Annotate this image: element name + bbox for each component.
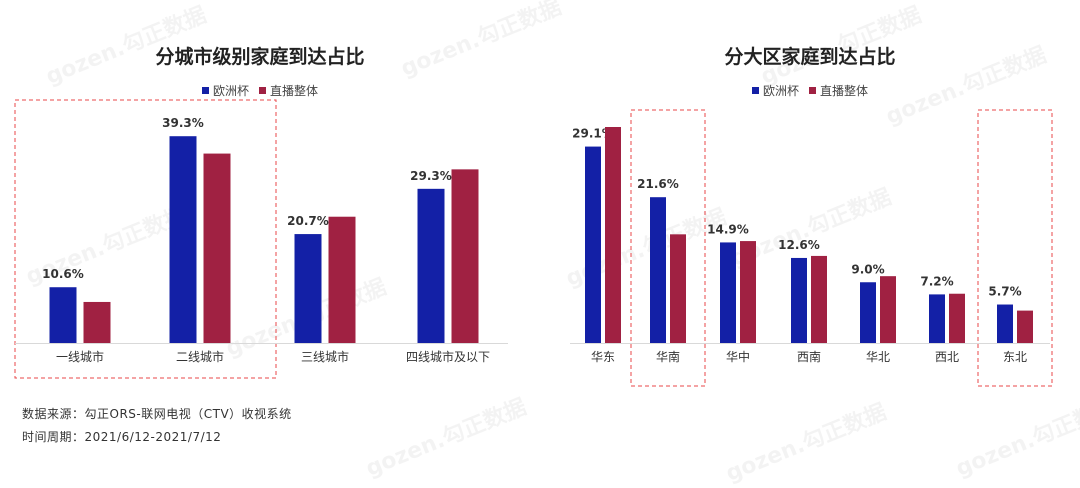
data-label: 7.2% bbox=[920, 274, 953, 288]
bar-live-overall bbox=[605, 127, 621, 343]
legend-swatch-euro-cup bbox=[751, 87, 759, 94]
data-label: 5.7% bbox=[988, 285, 1021, 299]
city-tier-legend: 欧洲杯 直播整体 bbox=[110, 82, 410, 99]
data-label: 29.1% bbox=[572, 127, 614, 141]
x-tick-label: 东北 bbox=[1003, 350, 1027, 364]
bar-euro-cup bbox=[720, 242, 736, 343]
data-label: 14.9% bbox=[707, 222, 749, 236]
bar-live-overall bbox=[880, 276, 896, 343]
bar-euro-cup bbox=[650, 197, 666, 343]
x-tick-label: 华东 bbox=[591, 350, 615, 364]
x-tick-label: 西北 bbox=[935, 350, 959, 364]
bar-live-overall bbox=[451, 169, 479, 343]
bar-euro-cup bbox=[169, 136, 197, 343]
bar-euro-cup bbox=[997, 304, 1013, 343]
x-tick-label: 西南 bbox=[797, 349, 821, 364]
data-label: 20.7% bbox=[287, 214, 329, 228]
data-label: 12.6% bbox=[778, 238, 820, 252]
data-label: 29.3% bbox=[410, 169, 452, 183]
bar-euro-cup bbox=[929, 294, 945, 343]
x-tick-label: 华中 bbox=[726, 349, 750, 364]
data-label: 10.6% bbox=[42, 267, 84, 281]
legend-swatch-euro-cup bbox=[201, 87, 209, 94]
data-label: 9.0% bbox=[851, 262, 884, 276]
bar-live-overall bbox=[670, 234, 686, 343]
city-tier-chart-title: 分城市级别家庭到达占比 bbox=[155, 46, 365, 68]
bar-live-overall bbox=[740, 241, 756, 343]
bar-euro-cup bbox=[791, 257, 807, 343]
legend-item-euro-cup: 欧洲杯 bbox=[201, 82, 249, 99]
legend-label-euro-cup: 欧洲杯 bbox=[762, 84, 799, 98]
bar-euro-cup bbox=[585, 146, 601, 343]
bar-euro-cup bbox=[294, 234, 322, 343]
bar-euro-cup bbox=[860, 282, 876, 343]
legend-item-euro-cup: 欧洲杯 bbox=[751, 82, 799, 99]
bar-euro-cup bbox=[417, 188, 445, 343]
legend-label-live-overall: 直播整体 bbox=[820, 84, 869, 98]
x-tick-label: 一线城市 bbox=[56, 349, 104, 364]
x-tick-label: 四线城市及以下 bbox=[406, 349, 490, 364]
legend-item-live-overall: 直播整体 bbox=[259, 82, 318, 99]
x-tick-label: 三线城市 bbox=[301, 349, 349, 364]
x-tick-label: 华北 bbox=[866, 350, 890, 364]
bar-live-overall bbox=[811, 255, 827, 343]
legend-swatch-live-overall bbox=[259, 87, 266, 94]
time-period-note: 时间周期：2021/6/12-2021/7/12 bbox=[22, 430, 222, 444]
bar-live-overall bbox=[203, 153, 231, 343]
bar-live-overall bbox=[83, 301, 111, 343]
x-tick-label: 华南 bbox=[656, 349, 680, 364]
region-chart-title: 分大区家庭到达占比 bbox=[724, 46, 896, 68]
bar-live-overall bbox=[949, 293, 965, 343]
highlight-box bbox=[630, 109, 706, 387]
bar-charts: 10.6% 一线城市 39.3% 二线城市 20.7% 三线城市 29.3% 四线城市及以下 2… bbox=[14, 99, 1053, 387]
legend-item-live-overall: 直播整体 bbox=[809, 82, 868, 99]
bar-live-overall bbox=[328, 216, 356, 343]
bar-euro-cup bbox=[49, 287, 77, 343]
legend-swatch-live-overall bbox=[809, 87, 816, 94]
region-legend: 欧洲杯 直播整体 bbox=[660, 82, 960, 99]
legend-label-euro-cup: 欧洲杯 bbox=[212, 84, 249, 98]
data-label: 39.3% bbox=[162, 116, 204, 130]
legend-label-live-overall: 直播整体 bbox=[270, 84, 319, 98]
data-source-note: 数据来源：勾正ORS-联网电视（CTV）收视系统 bbox=[22, 407, 292, 421]
highlight-box bbox=[14, 99, 277, 379]
data-label: 21.6% bbox=[637, 177, 679, 191]
bar-live-overall bbox=[1017, 310, 1033, 343]
x-tick-label: 二线城市 bbox=[176, 349, 224, 364]
highlight-box bbox=[977, 109, 1053, 387]
